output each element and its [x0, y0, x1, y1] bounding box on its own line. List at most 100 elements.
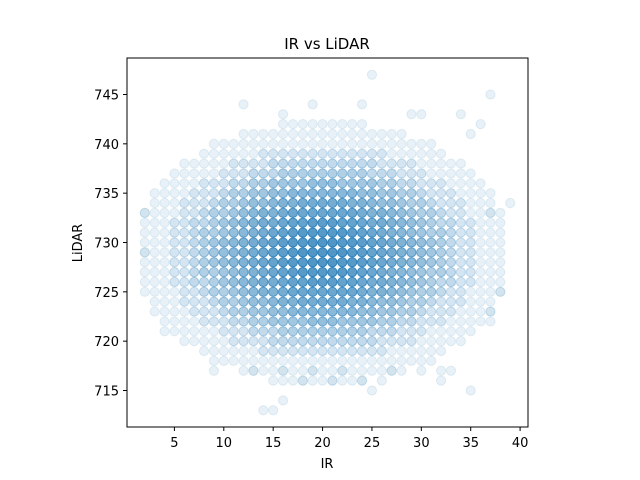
data-point: [317, 336, 328, 347]
data-point: [337, 286, 348, 297]
data-point: [386, 336, 397, 347]
data-point: [179, 237, 190, 248]
data-point: [159, 227, 170, 238]
data-point: [189, 207, 200, 218]
data-point: [149, 267, 160, 278]
data-point: [386, 316, 397, 327]
data-point: [376, 336, 387, 347]
data-point: [268, 326, 279, 337]
data-point: [485, 188, 496, 199]
data-point: [208, 158, 220, 169]
data-point: [396, 178, 407, 189]
data-point: [159, 197, 170, 209]
data-point: [248, 296, 259, 307]
x-axis-label: IR: [321, 457, 334, 472]
data-point: [317, 237, 328, 248]
data-point: [218, 345, 229, 357]
data-point: [297, 286, 308, 297]
data-point: [366, 326, 378, 337]
data-point: [445, 296, 457, 307]
data-point: [218, 138, 229, 149]
data-point: [307, 207, 318, 218]
data-point: [445, 286, 457, 297]
data-point: [208, 286, 220, 297]
data-point: [317, 247, 328, 258]
data-point: [258, 336, 269, 347]
data-point: [287, 286, 299, 297]
data-point: [327, 267, 338, 278]
data-point: [248, 316, 259, 327]
data-point: [475, 276, 486, 288]
data-point: [268, 365, 279, 376]
data-point: [307, 355, 318, 366]
data-point: [366, 385, 378, 396]
data-point: [179, 267, 190, 278]
data-point: [307, 316, 318, 327]
data-point: [317, 306, 328, 317]
data-point: [406, 158, 417, 169]
data-point: [307, 326, 318, 337]
data-point: [327, 276, 338, 288]
data-point: [208, 148, 220, 159]
data-point: [376, 168, 387, 179]
data-point: [248, 355, 259, 366]
data-point: [208, 316, 220, 327]
data-point: [238, 158, 249, 169]
data-point: [475, 296, 486, 307]
data-point: [455, 207, 466, 218]
data-point: [297, 375, 308, 386]
data-point: [337, 296, 348, 307]
data-point: [307, 128, 318, 140]
data-point: [189, 237, 200, 248]
data-point: [189, 158, 200, 169]
data-point: [376, 237, 387, 248]
data-point: [297, 267, 308, 278]
data-point: [198, 197, 210, 209]
data-point: [218, 207, 229, 218]
data-point: [228, 207, 239, 218]
data-point: [149, 217, 160, 228]
data-point: [277, 306, 289, 317]
data-point: [218, 326, 229, 337]
data-point: [317, 257, 328, 268]
data-point: [208, 365, 220, 376]
data-point: [287, 138, 299, 149]
data-point: [406, 257, 417, 268]
data-point: [238, 326, 249, 337]
data-point: [208, 237, 220, 248]
data-point: [258, 405, 269, 416]
data-point: [347, 119, 358, 130]
data-point: [297, 188, 308, 199]
data-point: [485, 276, 496, 288]
data-point: [287, 188, 299, 199]
data-point: [406, 148, 417, 159]
data-point: [307, 365, 318, 376]
data-point: [287, 227, 299, 238]
data-point: [277, 365, 289, 376]
data-point: [189, 257, 200, 268]
data-point: [179, 257, 190, 268]
data-point: [208, 217, 220, 228]
data-point: [238, 336, 249, 347]
data-point: [277, 395, 289, 406]
data-point: [416, 336, 427, 347]
data-point: [198, 286, 210, 297]
data-point: [159, 178, 170, 189]
data-point: [228, 345, 239, 357]
data-point: [159, 276, 170, 288]
data-point: [258, 267, 269, 278]
data-point: [307, 178, 318, 189]
data-point: [218, 197, 229, 209]
data-point: [356, 365, 368, 376]
data-point: [149, 188, 160, 199]
data-point: [475, 217, 486, 228]
data-point: [307, 286, 318, 297]
x-tick-label: 40: [512, 436, 529, 451]
data-point: [337, 336, 348, 347]
data-point: [327, 178, 338, 189]
data-point: [198, 257, 210, 268]
data-point: [228, 227, 239, 238]
data-point: [189, 227, 200, 238]
data-point: [218, 178, 229, 189]
data-point: [277, 247, 289, 258]
